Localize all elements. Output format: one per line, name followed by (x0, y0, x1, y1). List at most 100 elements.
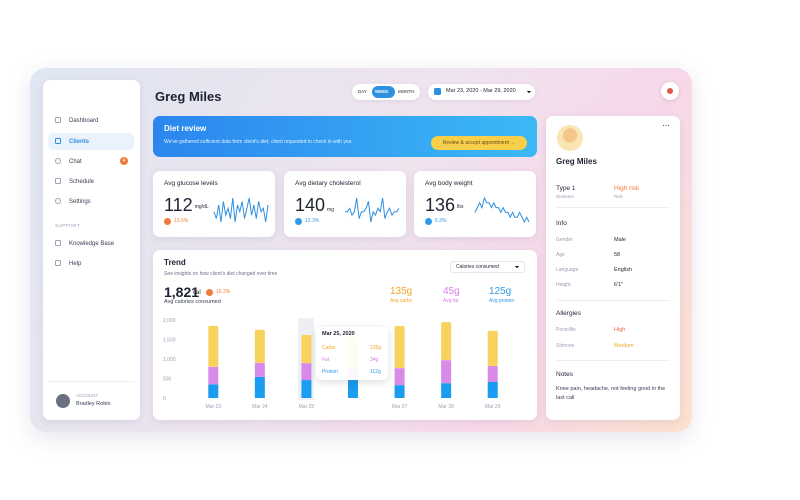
date-range: Mar 23, 2020 - Mar 29, 2020 (446, 88, 516, 94)
metric-unit: lbs (457, 204, 464, 210)
tab[interactable]: DAY (358, 89, 367, 94)
divider (556, 300, 670, 301)
section-title: Notes (556, 371, 573, 378)
avatar-icon (667, 88, 673, 94)
allergy-label: Penicillin (556, 327, 576, 333)
metric-label: Avg glucose levels (164, 180, 218, 187)
nav-item[interactable]: Chat (69, 159, 82, 165)
nav-item[interactable]: Help (69, 261, 82, 267)
macro-value: 45g (443, 286, 460, 297)
trend-subtitle: See insights on how client's diet change… (164, 271, 278, 277)
metric-change: 12.3% (305, 218, 320, 224)
change-icon (295, 218, 302, 225)
nav-item[interactable]: Settings (69, 199, 91, 205)
y-tick-label: 1,500 (163, 338, 176, 344)
date-picker[interactable] (428, 84, 535, 100)
account-label: ACCOUNT (76, 393, 99, 398)
bar-segment (301, 335, 312, 364)
change-icon (425, 218, 432, 225)
tab[interactable]: MONTH (398, 89, 415, 94)
metric-card (153, 171, 275, 237)
info-value: Male (614, 237, 626, 243)
tooltip-value: 135g (370, 345, 382, 351)
sparkline-line (213, 197, 269, 223)
profile-card (546, 116, 680, 420)
more-menu[interactable]: ⋯ (662, 121, 670, 130)
tooltip-value: 34g (370, 357, 379, 363)
change-icon (206, 289, 213, 296)
x-tick-label: Mar 25 (299, 404, 315, 410)
nav-icon (55, 117, 61, 123)
macro-label: Avg carbs (390, 298, 413, 304)
trend-title: Trend (164, 258, 186, 267)
tab[interactable]: WEEK (375, 89, 389, 94)
y-tick-label: 1,000 (163, 357, 176, 363)
bar-segment (441, 383, 452, 398)
metric-value: 140 (295, 195, 326, 215)
x-tick-label: Mar 24 (252, 404, 268, 410)
sidebar (43, 80, 140, 420)
nav-icon (55, 240, 61, 246)
macro-label: Avg protein (489, 298, 515, 304)
allergy-label: Stimone (556, 343, 575, 349)
tab-active-bg (372, 86, 395, 98)
metric-change: 5.3% (435, 218, 447, 224)
info-value: 6'1" (614, 282, 624, 288)
sparkline (345, 197, 400, 223)
bar-segment (301, 363, 312, 381)
metric-value: 136 (425, 195, 456, 215)
bar-segment (487, 382, 498, 398)
bar-segment (394, 368, 405, 386)
tooltip-name: Carbs (322, 345, 336, 351)
bar-segment (254, 362, 265, 377)
nav-item[interactable]: Clients (69, 139, 90, 145)
info-label: Gender (556, 237, 573, 243)
y-tick-label: 0 (163, 396, 166, 402)
divider (48, 381, 134, 382)
metric-label: Avg body weight (425, 180, 473, 187)
info-label: Height (556, 282, 571, 288)
metric-change: 13.5% (174, 218, 189, 224)
total-value: 1,821 (164, 284, 200, 300)
metric-card (414, 171, 536, 237)
y-tick-label: 500 (163, 377, 172, 383)
dropdown-label: Calories consumed (456, 264, 499, 270)
nav-item[interactable]: Knowledge Base (69, 241, 115, 247)
calendar-icon (434, 88, 441, 95)
x-tick-label: Mar 28 (438, 404, 454, 410)
nav-item[interactable]: Dashboard (69, 118, 99, 124)
x-tick-label: Mar 23 (206, 404, 222, 410)
account-avatar[interactable] (56, 394, 70, 408)
bar-segment (441, 322, 452, 361)
trend-chart: 0 500 1,000 1,500 2,000 Mar 23 Mar 24 Mar 25 Mar… (163, 318, 501, 410)
bar-segment (254, 329, 265, 363)
macro-value: 125g (489, 286, 512, 297)
risk-label: Risk (614, 194, 623, 199)
nav-icon (55, 158, 61, 164)
metric-label: Avg dietary cholesterol (295, 180, 361, 187)
info-value: English (614, 267, 633, 273)
nav-item[interactable]: Schedule (69, 179, 95, 185)
account-name[interactable]: Bradley Robin (76, 401, 111, 407)
allergy-severity: Medium (614, 343, 634, 349)
bar-segment (348, 380, 358, 398)
divider (556, 207, 670, 208)
bar-segment (208, 325, 219, 367)
tooltip-name: Fat (322, 357, 330, 363)
info-label: Age (556, 252, 565, 258)
nav-icon (55, 260, 61, 266)
change-icon (164, 218, 171, 225)
y-tick-label: 2,000 (163, 318, 176, 324)
accept-button[interactable]: Review & accept appointment → (431, 136, 527, 150)
profile-name: Greg Miles (556, 157, 597, 166)
metric-unit: mg/dL (194, 204, 209, 210)
metric-dropdown[interactable] (450, 261, 525, 273)
bar-segment (487, 366, 498, 383)
metric-value: 112 (164, 195, 193, 215)
allergy-severity: High (614, 327, 626, 333)
chat-badge: 4 (120, 157, 128, 165)
divider (556, 360, 670, 361)
x-tick-label: Mar 29 (485, 404, 501, 410)
total-change: 16.2% (216, 289, 231, 295)
info-value: 58 (614, 252, 621, 258)
